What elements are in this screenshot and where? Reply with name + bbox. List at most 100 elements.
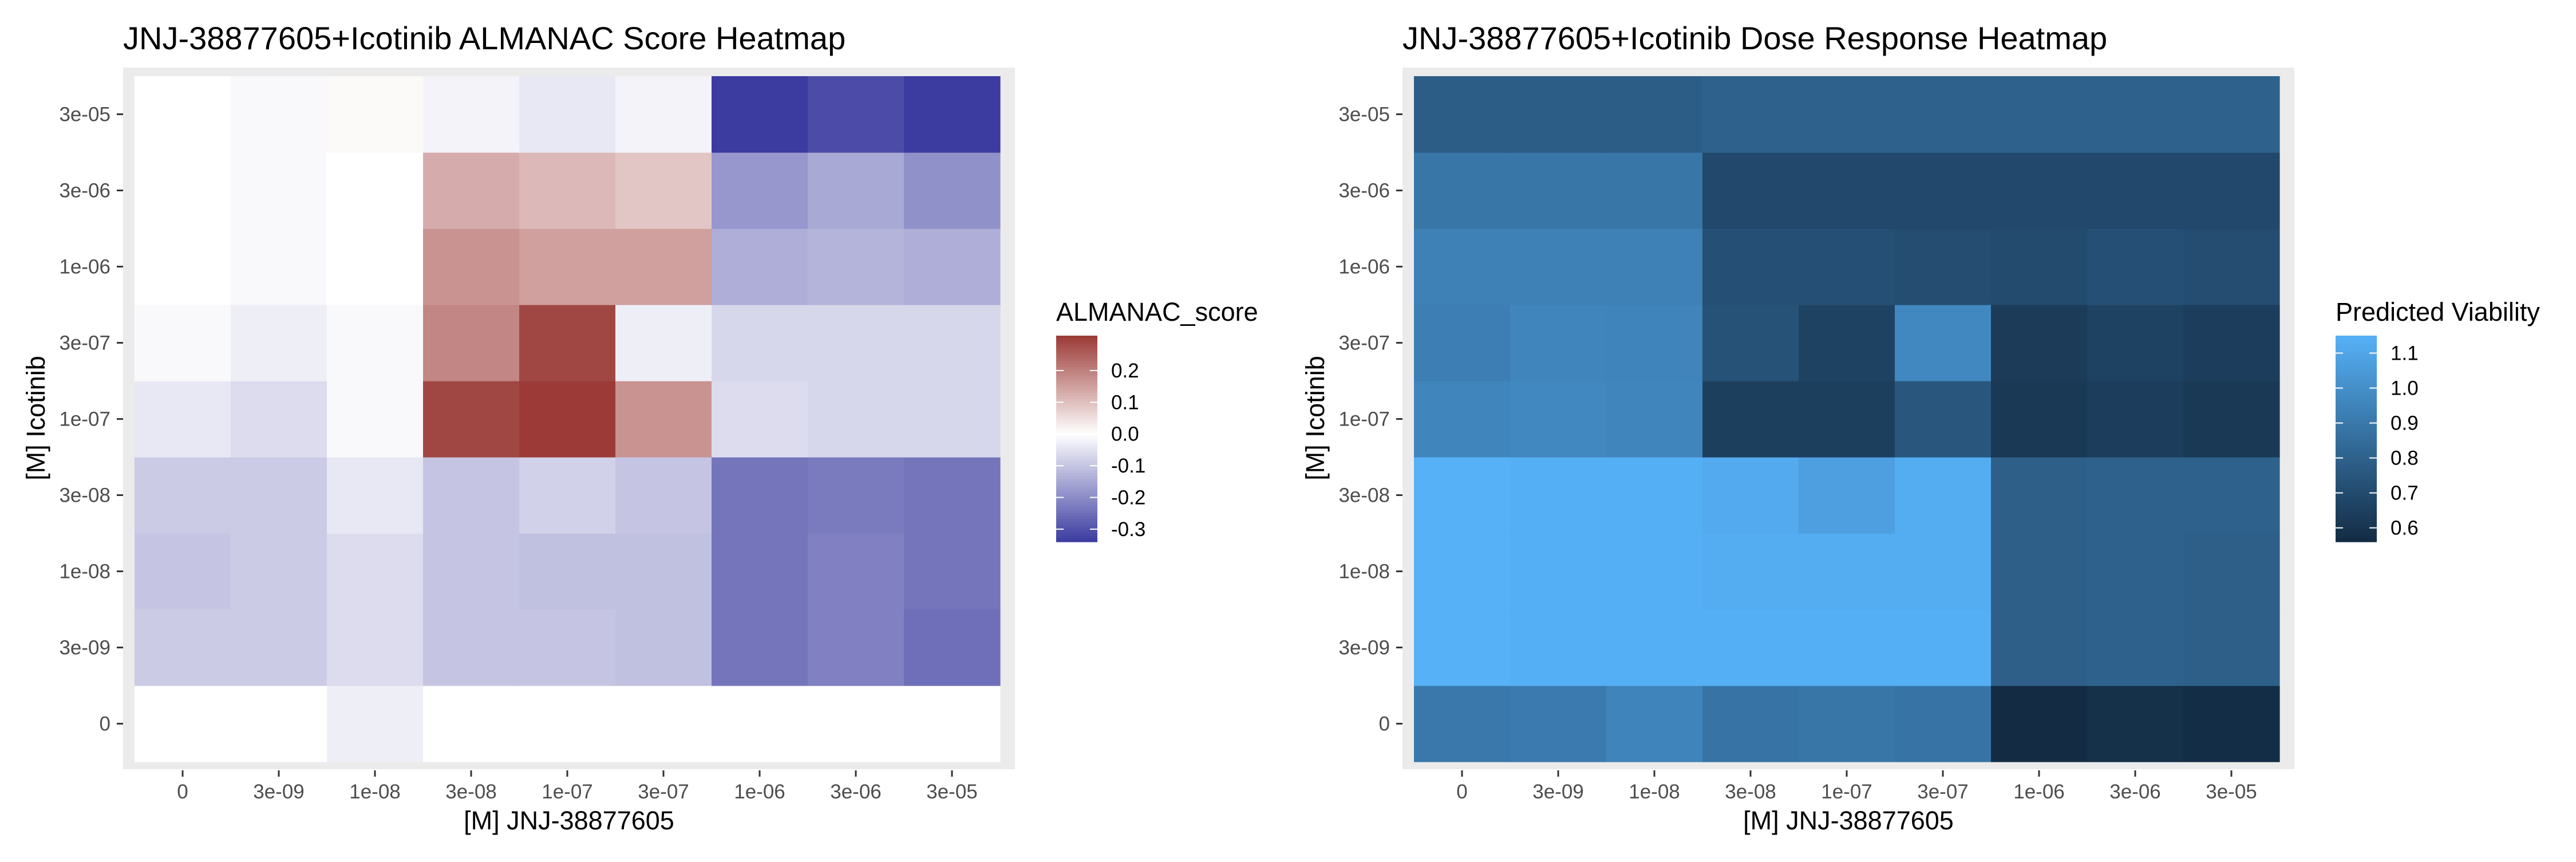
legend-color-step xyxy=(1056,462,1097,465)
legend-color-step xyxy=(1056,447,1097,451)
x-tick-label: 1e-08 xyxy=(1629,781,1680,803)
legend-color-step xyxy=(2336,387,2377,391)
heatmap-cell xyxy=(808,76,904,153)
heatmap-cell xyxy=(615,76,712,153)
heatmap-cell xyxy=(1991,152,2088,229)
legend-tick-label: 1.0 xyxy=(2391,377,2419,400)
legend-color-step xyxy=(1056,479,1097,482)
heatmap-cell xyxy=(327,229,424,305)
heatmap-cell xyxy=(712,609,808,686)
x-tick-label: 1e-06 xyxy=(734,781,785,803)
heatmap-cell xyxy=(1702,152,1799,229)
legend-color-step xyxy=(2336,407,2377,411)
heatmap-cell xyxy=(1606,686,1703,762)
almanac-heatmap-cells xyxy=(135,76,1001,762)
heatmap-cell xyxy=(1606,609,1703,686)
legend-color-step xyxy=(1056,399,1097,402)
legend-color-step xyxy=(2336,376,2377,379)
heatmap-cell xyxy=(1510,457,1607,534)
legend-color-step xyxy=(1056,505,1097,508)
x-tick-label: 3e-06 xyxy=(2109,781,2161,803)
heatmap-cell xyxy=(712,229,808,305)
heatmap-cell xyxy=(1895,305,1992,381)
legend-color-step xyxy=(1056,427,1097,431)
legend-color-step xyxy=(2336,419,2377,422)
heatmap-cell xyxy=(1702,305,1799,381)
legend-color-step xyxy=(2336,422,2377,425)
legend-color-step xyxy=(2336,344,2377,348)
heatmap-cell xyxy=(327,76,424,153)
heatmap-cell xyxy=(2183,686,2280,762)
legend-color-step xyxy=(2336,533,2377,537)
dose-response-heatmap-panel: JNJ-38877605+Icotinib Dose Response Heat… xyxy=(1301,20,2540,835)
legend-color-step xyxy=(1056,404,1097,408)
legend-color-step xyxy=(1056,487,1097,491)
heatmap-cell xyxy=(615,533,712,610)
legend-color-step xyxy=(2336,505,2377,508)
legend-color-step xyxy=(2336,490,2377,494)
legend-color-step xyxy=(2336,347,2377,351)
heatmap-cell xyxy=(1991,533,2088,610)
heatmap-cell xyxy=(1991,381,2088,458)
legend-color-step xyxy=(1056,347,1097,351)
legend-color-step xyxy=(2336,433,2377,436)
legend-color-step xyxy=(2336,439,2377,442)
legend-color-step xyxy=(1056,336,1097,339)
y-tick-label: 3e-06 xyxy=(1338,180,1390,202)
heatmap-cell xyxy=(1991,305,2088,381)
heatmap-cell xyxy=(2087,76,2184,153)
legend-color-step xyxy=(1056,525,1097,528)
legend-color-step xyxy=(1056,341,1097,345)
y-tick-label: 3e-05 xyxy=(1338,104,1390,126)
heatmap-cell xyxy=(519,305,616,381)
heatmap-cell xyxy=(231,381,327,458)
heatmap-cell xyxy=(904,381,1001,458)
legend-color-step xyxy=(1056,522,1097,525)
legend-color-step xyxy=(2336,496,2377,499)
legend-color-step xyxy=(1056,416,1097,419)
x-tick-label: 3e-06 xyxy=(830,781,882,803)
legend-color-step xyxy=(1056,344,1097,348)
heatmap-cell xyxy=(808,686,904,762)
heatmap-cell xyxy=(1510,229,1607,305)
almanac-legend-title: ALMANAC_score xyxy=(1056,297,1258,326)
y-tick-label: 3e-07 xyxy=(59,332,110,355)
heatmap-cell xyxy=(1606,457,1703,534)
heatmap-cell xyxy=(808,229,904,305)
heatmap-cell xyxy=(808,152,904,229)
heatmap-cell xyxy=(1702,76,1799,153)
legend-color-step xyxy=(1056,507,1097,511)
heatmap-cell xyxy=(2087,686,2184,762)
heatmap-cell xyxy=(231,609,327,686)
heatmap-cell xyxy=(2183,609,2280,686)
legend-tick-label: 0.6 xyxy=(2391,517,2419,540)
legend-color-step xyxy=(1056,379,1097,382)
heatmap-cell xyxy=(808,305,904,381)
legend-color-step xyxy=(2336,442,2377,445)
legend-color-step xyxy=(1056,485,1097,488)
legend-color-step xyxy=(1056,510,1097,514)
legend-color-step xyxy=(2336,473,2377,477)
legend-color-step xyxy=(1056,433,1097,436)
legend-color-step xyxy=(2336,482,2377,485)
legend-color-step xyxy=(2336,341,2377,345)
legend-color-step xyxy=(2336,384,2377,388)
legend-color-step xyxy=(2336,530,2377,534)
heatmap-cell xyxy=(231,686,327,762)
heatmap-cell xyxy=(231,76,327,153)
legend-color-step xyxy=(1056,496,1097,499)
legend-color-step xyxy=(2336,393,2377,396)
legend-color-step xyxy=(1056,476,1097,479)
heatmap-cell xyxy=(2087,305,2184,381)
heatmap-cell xyxy=(712,533,808,610)
heatmap-cell xyxy=(904,76,1001,153)
legend-color-step xyxy=(1056,381,1097,385)
legend-color-step xyxy=(1056,439,1097,442)
y-tick-label: 1e-07 xyxy=(59,408,110,431)
legend-color-step xyxy=(2336,467,2377,471)
heatmap-cell xyxy=(1414,686,1511,762)
legend-color-step xyxy=(2336,402,2377,405)
heatmap-cell xyxy=(519,457,616,534)
legend-color-step xyxy=(2336,444,2377,448)
heatmap-cell xyxy=(231,305,327,381)
